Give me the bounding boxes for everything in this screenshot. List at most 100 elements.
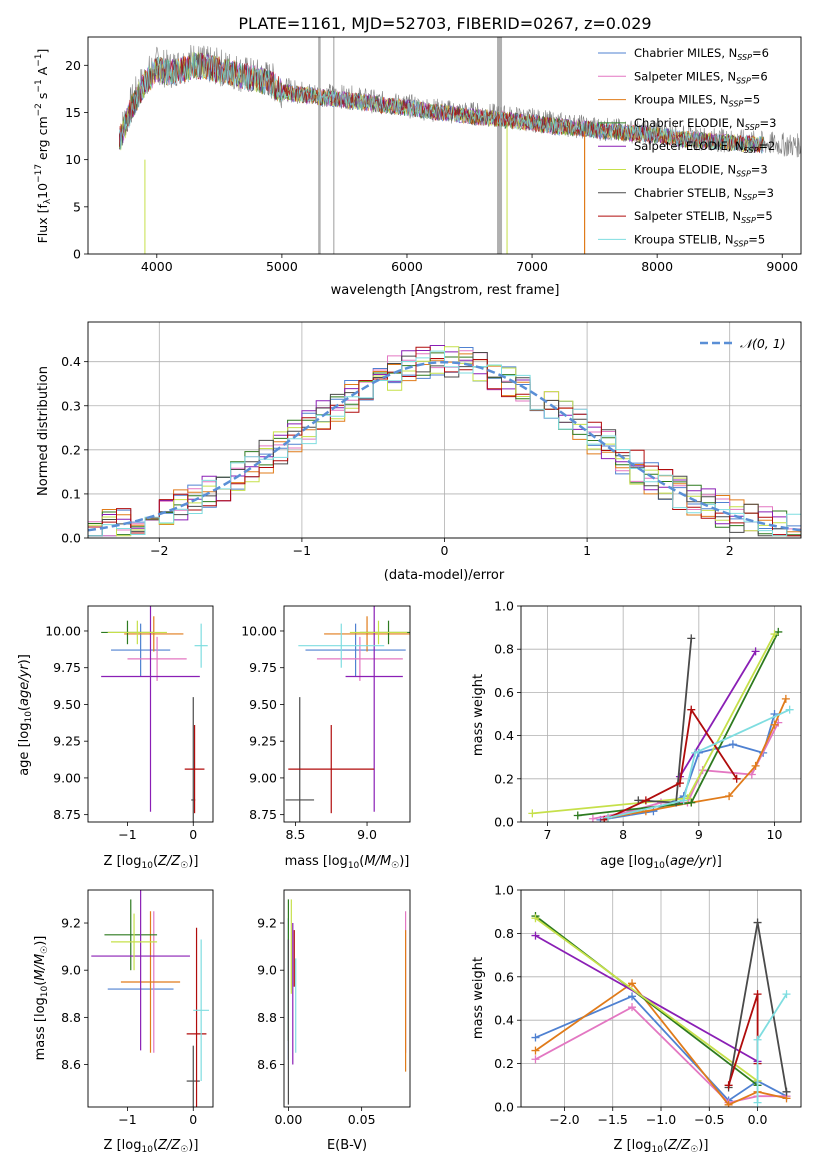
legend-label-subscript: SSP bbox=[734, 239, 749, 248]
legend-label: Salpeter STELIB, NSSP=5 bbox=[634, 209, 773, 225]
weight-marker-chabrier_miles bbox=[628, 992, 637, 1001]
legend-label-tail: =5 bbox=[756, 209, 773, 223]
weight-line-kroupa_elodie bbox=[534, 917, 759, 1082]
weight-marker-salpeter_elodie bbox=[751, 647, 760, 656]
residual-histogram-kroupa_stelib bbox=[88, 350, 801, 537]
panel-plot-area bbox=[285, 606, 410, 822]
x-tick-label: 5000 bbox=[266, 259, 298, 274]
weight-marker-chabrier_stelib bbox=[782, 1087, 791, 1096]
weight-marker-kroupa_stelib bbox=[782, 990, 791, 999]
axes-frame bbox=[283, 605, 411, 823]
y-tick-label: 8.8 bbox=[61, 1010, 81, 1025]
x-tick-label: 0.05 bbox=[348, 1112, 376, 1127]
legend-label-subscript: SSP bbox=[745, 123, 760, 132]
weight-marker-salpeter_stelib bbox=[724, 1081, 733, 1090]
age-vs-metallicity-panel: −1 0 8.75 9.00 9.25 9.50 9.75 10.00 bbox=[45, 605, 214, 842]
weight-marker-kroupa_miles bbox=[531, 1046, 540, 1055]
weight-marker-kroupa_stelib bbox=[679, 796, 688, 805]
y-tick-label: 1.0 bbox=[494, 599, 514, 614]
weight-marker-salpeter_elodie bbox=[531, 931, 540, 940]
spectrum-xlabel: wavelength [Angstrom, rest frame] bbox=[331, 283, 560, 298]
weight-marker-salpeter_stelib bbox=[753, 990, 762, 999]
x-tick-label: 9000 bbox=[766, 259, 798, 274]
weight-age-xlabel: age [log10(age/yr)] bbox=[600, 854, 722, 871]
weight-z-ylabel: mass weight bbox=[471, 957, 486, 1039]
axes-frame bbox=[520, 889, 802, 1108]
weight-marker-salpeter_miles bbox=[531, 1055, 540, 1064]
weight-line-salpeter_elodie bbox=[679, 650, 757, 778]
legend-label-subscript: SSP bbox=[744, 146, 759, 155]
y-tick-label: 9.2 bbox=[61, 916, 81, 931]
weight-marker-kroupa_stelib bbox=[753, 1098, 762, 1107]
legend-label: 𝒩(0, 1) bbox=[740, 336, 786, 351]
legend-label: Chabrier STELIB, NSSP=3 bbox=[634, 186, 774, 202]
y-tick-label: 0.2 bbox=[494, 771, 514, 786]
y-tick-label: 8.6 bbox=[61, 1057, 81, 1072]
y-tick-label: 0.8 bbox=[494, 642, 514, 657]
weight-line-kroupa_stelib bbox=[607, 708, 790, 819]
y-tick-label: 0.2 bbox=[494, 1056, 514, 1071]
y-tick-label: 5 bbox=[73, 199, 81, 214]
age-mass-xlabel: mass [log10(M/M☉)] bbox=[285, 854, 410, 871]
legend-label-tail: =2 bbox=[758, 139, 775, 153]
residuals-xlabel: (data-model)/error bbox=[384, 568, 505, 583]
legend-label-subscript: SSP bbox=[737, 53, 752, 62]
masked-region bbox=[333, 37, 335, 254]
weight-marker-chabrier_elodie bbox=[573, 811, 582, 820]
panel-plot-area bbox=[101, 606, 208, 822]
x-tick-label: 10 bbox=[767, 827, 783, 842]
y-tick-label: 9.00 bbox=[249, 770, 277, 785]
y-tick-label: 10 bbox=[65, 152, 81, 167]
x-tick-label: 8.5 bbox=[286, 827, 306, 842]
legend-label: Salpeter MILES, NSSP=6 bbox=[634, 69, 768, 85]
x-tick-label: 6000 bbox=[391, 259, 423, 274]
x-tick-label: −2.0 bbox=[549, 1112, 579, 1127]
axes-frame bbox=[87, 36, 802, 255]
weight-vs-age-panel: 7 8 9 10 0.0 0.2 0.4 0.6 0.8 1.0 bbox=[494, 599, 802, 842]
legend-label-subscript: SSP bbox=[736, 76, 751, 85]
y-tick-label: 0.6 bbox=[494, 685, 514, 700]
x-tick-label: −1 bbox=[293, 543, 311, 558]
weight-marker-salpeter_stelib bbox=[641, 796, 650, 805]
y-tick-label: 0.3 bbox=[61, 398, 81, 413]
weight-marker-kroupa_elodie bbox=[531, 914, 540, 923]
spectrum-title: PLATE=1161, MJD=52703, FIBERID=0267, z=0… bbox=[238, 14, 651, 33]
panel-plot-area bbox=[287, 899, 407, 1105]
x-tick-label: 2 bbox=[726, 543, 734, 558]
weight-marker-kroupa_miles bbox=[725, 792, 734, 801]
legend-label-tail: =3 bbox=[760, 116, 777, 130]
legend-label-tail: =5 bbox=[748, 232, 765, 246]
legend-label-tail: =6 bbox=[752, 46, 769, 60]
axes-frame bbox=[87, 889, 214, 1108]
x-tick-label: 1 bbox=[583, 543, 591, 558]
y-tick-label: 0.4 bbox=[494, 728, 514, 743]
age-z-xlabel: Z [log10(Z/Z☉)] bbox=[104, 854, 199, 871]
weight-marker-chabrier_stelib bbox=[687, 634, 696, 643]
weight-marker-kroupa_stelib bbox=[691, 748, 700, 757]
axes-frame bbox=[87, 605, 214, 823]
y-tick-label: 9.25 bbox=[53, 734, 81, 749]
weight-z-xlabel: Z [log10(Z/Z☉)] bbox=[614, 1138, 709, 1155]
x-tick-label: 7000 bbox=[516, 259, 548, 274]
masked-region bbox=[318, 37, 321, 254]
y-tick-label: 20 bbox=[65, 58, 81, 73]
mass-ebv-xlabel: E(B-V) bbox=[327, 1138, 367, 1153]
y-tick-label: 0.0 bbox=[494, 1100, 514, 1115]
y-tick-label: 0.2 bbox=[61, 442, 81, 457]
legend-label-subscript: SSP bbox=[742, 193, 757, 202]
weight-marker-kroupa_miles bbox=[724, 1100, 733, 1107]
normal-distribution-curve bbox=[88, 360, 801, 532]
x-tick-label: −1.5 bbox=[598, 1112, 628, 1127]
weight-age-ylabel: mass weight bbox=[471, 674, 486, 756]
legend-label: Kroupa MILES, NSSP=5 bbox=[634, 93, 760, 109]
legend-label: Kroupa STELIB, NSSP=5 bbox=[634, 232, 765, 248]
spectrum-ylabel: Flux [fλ10−17 erg cm−2 s−1 A−1] bbox=[34, 49, 53, 244]
y-tick-label: 9.2 bbox=[257, 916, 277, 931]
mass-z-xlabel: Z [log10(Z/Z☉)] bbox=[104, 1138, 199, 1155]
y-tick-label: 0.4 bbox=[61, 354, 81, 369]
weight-marker-kroupa_stelib bbox=[604, 813, 613, 822]
x-tick-label: 9.0 bbox=[357, 827, 377, 842]
y-tick-label: 0.4 bbox=[494, 1013, 514, 1028]
axes-frame bbox=[520, 605, 802, 823]
